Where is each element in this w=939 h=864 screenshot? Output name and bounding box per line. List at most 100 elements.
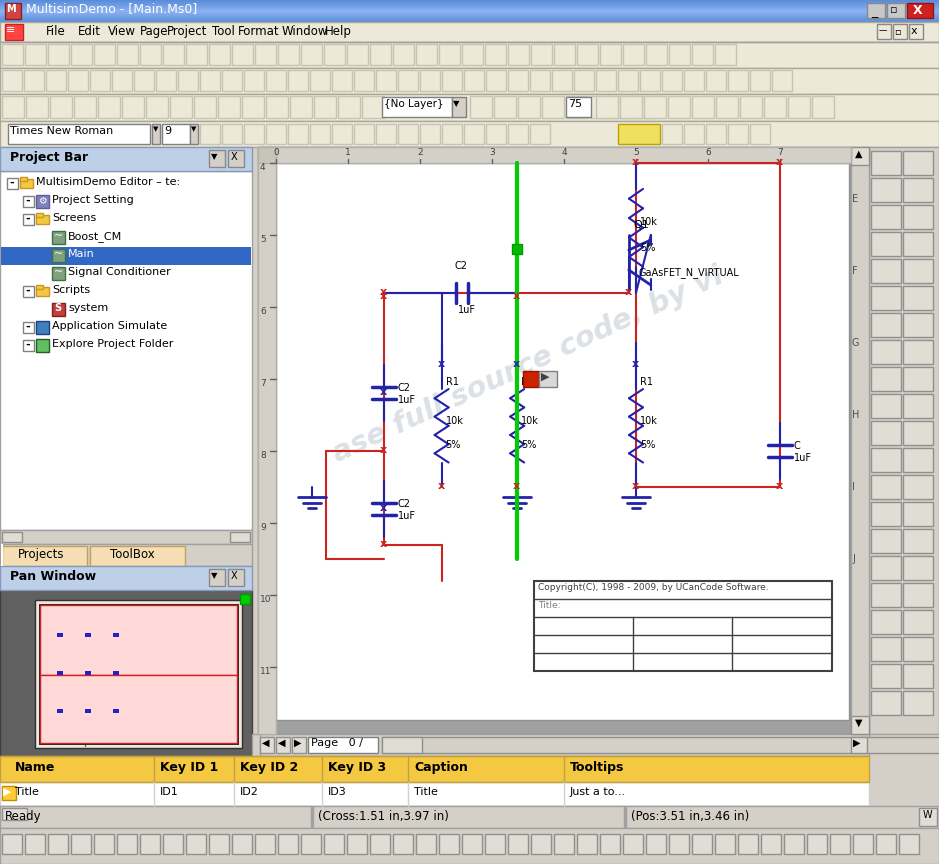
Bar [324, 44, 345, 65]
Bar [566, 96, 588, 118]
Bar [462, 834, 482, 854]
Text: -: - [9, 178, 14, 188]
Bar [512, 245, 522, 254]
Text: 5%: 5% [640, 244, 655, 253]
Bar [2, 834, 22, 854]
Bar [258, 147, 276, 734]
Bar [0, 21, 939, 22]
Bar [140, 834, 160, 854]
Text: X: X [231, 571, 238, 581]
Text: 10k: 10k [521, 416, 539, 426]
Text: Times New Roman: Times New Roman [10, 126, 114, 136]
Bar [258, 734, 869, 756]
Text: 7: 7 [260, 379, 266, 388]
Bar [117, 834, 137, 854]
Bar [600, 44, 621, 65]
Bar [542, 96, 564, 118]
Text: {No Layer}: {No Layer} [384, 99, 443, 109]
Bar [566, 97, 591, 117]
Bar [24, 70, 44, 91]
Bar [0, 147, 252, 171]
Bar [338, 96, 360, 118]
Bar [508, 70, 528, 91]
Text: _: _ [871, 5, 877, 18]
Bar [36, 215, 49, 224]
Bar [240, 594, 250, 604]
Bar [46, 70, 66, 91]
Bar [266, 70, 286, 91]
Bar [871, 556, 901, 580]
Text: 5: 5 [633, 148, 639, 157]
Text: Ready: Ready [5, 810, 41, 823]
Bar [0, 5, 939, 6]
Text: x: x [380, 287, 387, 296]
Bar [25, 834, 45, 854]
Bar [290, 96, 312, 118]
Bar [117, 44, 138, 65]
Text: ▶: ▶ [3, 787, 11, 797]
Bar [807, 834, 827, 854]
Bar [903, 664, 933, 688]
Bar [442, 124, 462, 144]
Text: MultisimDemo Editor – te:: MultisimDemo Editor – te: [36, 177, 180, 187]
Text: 5%: 5% [640, 441, 655, 450]
Text: x: x [380, 290, 387, 301]
Text: GaAsFET_N_VIRTUAL: GaAsFET_N_VIRTUAL [639, 267, 740, 278]
Bar [853, 834, 873, 854]
Bar [90, 546, 185, 566]
Text: Title:: Title: [538, 600, 561, 610]
Bar [624, 807, 626, 827]
Bar [764, 96, 786, 118]
Bar [362, 96, 384, 118]
Text: 0: 0 [273, 148, 279, 157]
Text: 1: 1 [346, 148, 351, 157]
Bar [577, 834, 597, 854]
Bar [662, 70, 682, 91]
Bar [692, 96, 714, 118]
Bar [638, 96, 660, 118]
Bar [0, 22, 939, 42]
Bar [278, 44, 299, 65]
Bar [750, 124, 770, 144]
Text: 10k: 10k [446, 416, 464, 426]
Bar [258, 147, 276, 163]
Bar [706, 124, 726, 144]
Bar [25, 44, 46, 65]
Bar [740, 96, 762, 118]
Bar [871, 610, 901, 634]
Text: I: I [852, 482, 854, 492]
Bar [539, 371, 557, 387]
Text: Screens: Screens [52, 213, 97, 223]
Bar [907, 3, 933, 18]
Bar [266, 96, 288, 118]
Bar [36, 339, 49, 352]
Bar [40, 675, 237, 743]
Bar [684, 70, 704, 91]
Text: ID2: ID2 [240, 787, 259, 797]
Bar [8, 124, 150, 144]
Bar [0, 20, 939, 21]
Bar [57, 671, 63, 675]
Bar [163, 44, 184, 65]
Bar [398, 124, 418, 144]
Text: ≡: ≡ [6, 25, 15, 35]
Text: Boost_CM: Boost_CM [68, 231, 122, 242]
Bar [36, 287, 49, 296]
Bar [646, 44, 667, 65]
Bar [170, 96, 192, 118]
Text: -: - [25, 214, 30, 224]
Bar [85, 671, 91, 675]
Bar [0, 10, 939, 11]
Text: 10: 10 [260, 595, 271, 604]
Bar [40, 605, 237, 743]
Bar [314, 96, 336, 118]
Bar [867, 3, 885, 18]
Bar [178, 70, 198, 91]
Bar [0, 11, 939, 12]
Bar [310, 124, 330, 144]
Text: ▶: ▶ [853, 738, 860, 748]
Bar [228, 569, 244, 586]
Bar [0, 3, 939, 4]
Bar [113, 671, 119, 675]
Bar [893, 24, 907, 39]
